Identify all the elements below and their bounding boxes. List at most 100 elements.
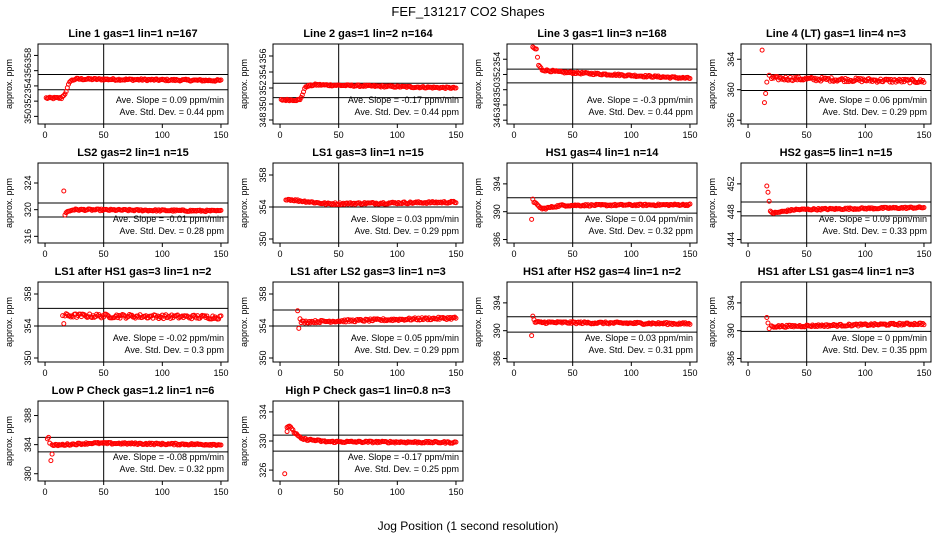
data-point [886,76,892,82]
x-tick-label: 150 [682,130,697,140]
y-tick-label: 354 [258,199,268,214]
data-point [531,317,537,323]
data-point [529,216,535,222]
data-point [218,77,224,83]
y-tick-label: 350 [258,350,268,365]
y-tick-label: 394 [726,295,736,310]
data-point [83,314,89,320]
y-tick-label: 324 [23,175,33,190]
data-point [687,321,693,327]
panel-frame [740,43,932,125]
slope-annotation: Ave. Slope = -0.17 ppm/min [348,452,459,462]
data-point [61,321,67,327]
data-point [61,188,67,194]
panel-frame [740,162,932,244]
x-tick-label: 150 [448,130,463,140]
panel-title: Low P Check gas=1.2 lin=1 n=6 [52,385,215,397]
y-axis-label: approx. ppm [239,297,249,347]
x-tick-label: 150 [916,368,931,378]
page-xlabel: Jog Position (1 second resolution) [378,519,559,533]
stddev-annotation: Ave. Std. Dev. = 0.25 ppm [355,464,459,474]
y-tick-label: 358 [258,167,268,182]
data-point [60,313,66,319]
panel-title: LS2 gas=2 lin=1 n=15 [77,147,189,159]
data-point [764,183,770,189]
x-tick-label: 150 [448,487,463,497]
y-tick-label: 354 [23,78,33,93]
x-tick-label: 0 [746,368,751,378]
data-points [759,47,927,106]
data-points [283,196,459,208]
data-point [57,95,63,101]
x-tick-label: 0 [512,249,517,259]
panel-title: LS1 after HS1 gas=3 lin=1 n=2 [55,266,212,278]
x-tick-label: 100 [858,130,873,140]
data-point [297,316,303,322]
stddev-annotation: Ave. Std. Dev. = 0.28 ppm [120,226,224,236]
stddev-annotation: Ave. Std. Dev. = 0.29 ppm [823,107,927,117]
panel-frame [272,281,464,363]
panel-title: LS1 gas=3 lin=1 n=15 [312,147,424,159]
panel-10: HS1 after HS2 gas=4 lin=1 n=2 0 50 100 150 38… [473,266,698,378]
data-point [218,313,224,319]
data-point [852,78,858,84]
y-tick-label: 452 [726,176,736,191]
stddev-annotation: Ave. Std. Dev. = 0.35 ppm [823,345,927,355]
y-tick-label: 448 [726,204,736,219]
y-tick-label: 350 [492,82,502,97]
y-tick-label: 352 [23,94,33,109]
y-axis-label: approx. ppm [239,178,249,228]
data-point [765,189,771,195]
slope-annotation: Ave. Slope = -0.02 ppm/min [113,333,224,343]
stddev-annotation: Ave. Std. Dev. = 0.44 ppm [589,107,693,117]
panel-title: HS1 gas=4 lin=1 n=14 [546,147,660,159]
x-tick-label: 0 [512,368,517,378]
data-points [529,313,693,339]
data-point [453,200,459,206]
panel-3: Line 4 (LT) gas=1 lin=4 n=3 0 50 100 150 356 3… [707,28,932,140]
slope-annotation: Ave. Slope = 0.03 ppm/min [585,333,693,343]
x-tick-label: 0 [43,249,48,259]
data-point [814,76,820,82]
y-tick-label: 388 [23,408,33,423]
data-point [210,313,216,319]
data-point [759,47,765,53]
y-tick-label: 444 [726,232,736,247]
y-tick-label: 350 [258,96,268,111]
page-title: FEF_131217 CO2 Shapes [391,4,545,19]
data-point [530,196,536,202]
data-point [534,54,540,60]
data-points [60,311,224,327]
panel-6: HS1 gas=4 lin=1 n=14 0 50 100 150 386 390 394 ap… [473,147,698,259]
y-tick-label: 354 [23,318,33,333]
x-tick-label: 50 [334,249,344,259]
data-point [62,212,68,218]
data-point [529,333,535,339]
x-tick-label: 100 [390,249,405,259]
panel-5: LS1 gas=3 lin=1 n=15 0 50 100 150 350 354 358 ap… [239,147,464,259]
data-point [686,320,692,326]
y-tick-label: 350 [23,109,33,124]
data-points [530,44,693,81]
slope-annotation: Ave. Slope = 0.09 ppm/min [116,95,224,105]
x-tick-label: 50 [802,130,812,140]
data-point [874,79,880,85]
data-point [49,451,55,457]
x-tick-label: 100 [155,487,170,497]
data-point [126,311,132,317]
data-point [209,316,215,322]
x-tick-label: 50 [802,249,812,259]
x-tick-label: 100 [858,249,873,259]
panel-frame [740,281,932,363]
y-tick-label: 356 [23,63,33,78]
slope-annotation: Ave. Slope = -0.3 ppm/min [587,95,693,105]
data-point [766,198,772,204]
x-tick-label: 50 [99,130,109,140]
stddev-annotation: Ave. Std. Dev. = 0.44 ppm [120,107,224,117]
y-tick-label: 354 [492,52,502,67]
y-tick-label: 320 [23,202,33,217]
data-points [43,75,224,102]
